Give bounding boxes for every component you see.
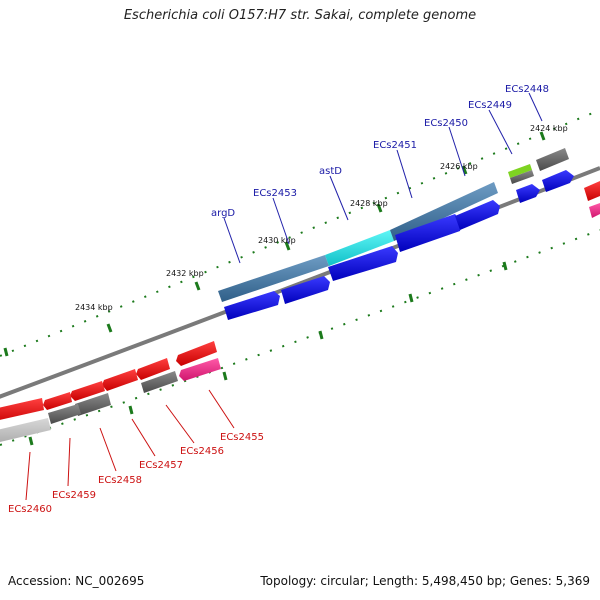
reverse-gene-labels: ECs2455 ECs2456 ECs2457 ECs2458 ECs2459 … bbox=[8, 432, 264, 515]
ECs2448-feature[interactable] bbox=[536, 148, 569, 171]
scale-label: 2428 kbp bbox=[350, 199, 388, 208]
cds-arrow[interactable] bbox=[455, 200, 500, 230]
cds-arrow-ECs2460[interactable] bbox=[0, 398, 44, 424]
outer-dotted-ring bbox=[0, 109, 600, 357]
gene-label-ECs2455[interactable]: ECs2455 bbox=[220, 432, 264, 443]
cds-arrow-ECs2460-light[interactable] bbox=[0, 418, 51, 446]
cds-arrow-ECs2456-gray[interactable] bbox=[141, 371, 178, 393]
astD-feature[interactable] bbox=[325, 230, 394, 266]
scale-label: 2434 kbp bbox=[75, 303, 113, 312]
cds-arrow-ECs2459[interactable] bbox=[43, 392, 72, 410]
reverse-cds-arrows bbox=[0, 181, 600, 446]
cds-arrow[interactable] bbox=[395, 214, 462, 252]
cds-arrow-ECs2455-pink[interactable] bbox=[179, 358, 221, 381]
gene-label-ECs2458[interactable]: ECs2458 bbox=[98, 475, 142, 486]
cds-arrow-right-red[interactable] bbox=[584, 181, 600, 201]
gene-label-argD[interactable]: argD bbox=[211, 208, 235, 219]
scale-label: 2432 kbp bbox=[166, 269, 204, 278]
map-title: Escherichia coli O157:H7 str. Sakai, com… bbox=[123, 8, 477, 23]
argD-feature[interactable] bbox=[218, 255, 329, 302]
reverse-leaders bbox=[25, 389, 235, 501]
cds-arrow[interactable] bbox=[542, 170, 574, 192]
cds-arrow[interactable] bbox=[328, 246, 398, 281]
gene-label-ECs2453[interactable]: ECs2453 bbox=[253, 188, 297, 199]
accession-text: Accession: NC_002695 bbox=[8, 574, 145, 588]
cds-arrow-ECs2458-gray[interactable] bbox=[75, 393, 111, 416]
cds-arrow-ECs2456[interactable] bbox=[136, 358, 170, 380]
ECs2449-feature[interactable] bbox=[510, 170, 534, 184]
gene-label-astD[interactable]: astD bbox=[319, 166, 342, 177]
scale-ticks bbox=[3, 131, 546, 446]
gene-label-ECs2460[interactable]: ECs2460 bbox=[8, 504, 52, 515]
inner-dotted-ring bbox=[0, 229, 600, 446]
forward-leaders bbox=[223, 92, 543, 264]
forward-feature-track bbox=[218, 148, 569, 302]
cds-arrow-right-pink[interactable] bbox=[589, 203, 600, 218]
ECs2451-feature[interactable] bbox=[390, 182, 498, 241]
cds-arrow-ECs2457[interactable] bbox=[102, 369, 138, 391]
gene-label-ECs2449[interactable]: ECs2449 bbox=[468, 100, 512, 111]
gene-label-ECs2459[interactable]: ECs2459 bbox=[52, 490, 96, 501]
cds-arrow[interactable] bbox=[224, 291, 280, 320]
scale-label: 2424 kbp bbox=[530, 124, 568, 133]
cds-arrow[interactable] bbox=[516, 184, 540, 203]
gene-label-ECs2448[interactable]: ECs2448 bbox=[505, 84, 549, 95]
scale-label: 2430 kbp bbox=[258, 236, 296, 245]
cds-arrow-ECs2455[interactable] bbox=[176, 341, 217, 366]
cds-arrow[interactable] bbox=[281, 276, 330, 304]
gene-label-ECs2450[interactable]: ECs2450 bbox=[424, 118, 468, 129]
topology-text: Topology: circular; Length: 5,498,450 bp… bbox=[260, 574, 590, 588]
cds-arrow-ECs2458[interactable] bbox=[70, 381, 105, 401]
forward-gene-labels: ECs2448 ECs2449 ECs2450 ECs2451 astD ECs… bbox=[211, 84, 549, 219]
ECs2450-feature[interactable] bbox=[508, 164, 532, 178]
cds-arrow-ECs2459-gray[interactable] bbox=[48, 404, 81, 424]
gene-label-ECs2451[interactable]: ECs2451 bbox=[373, 140, 417, 151]
gene-label-ECs2456[interactable]: ECs2456 bbox=[180, 446, 224, 457]
gene-label-ECs2457[interactable]: ECs2457 bbox=[139, 460, 183, 471]
scale-label: 2426 kbp bbox=[440, 162, 478, 171]
scale-labels: 2424 kbp 2426 kbp 2428 kbp 2430 kbp 2432… bbox=[75, 124, 568, 312]
forward-cds-arrows bbox=[224, 170, 574, 320]
